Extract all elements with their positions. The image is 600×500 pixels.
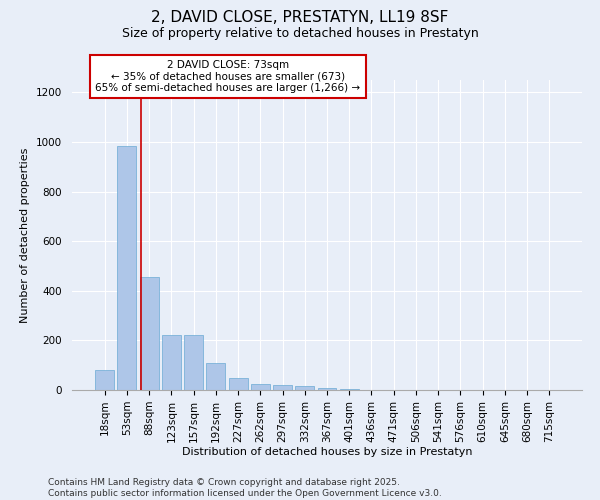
Bar [206,362,225,390]
Text: Size of property relative to detached houses in Prestatyn: Size of property relative to detached ho… [122,28,478,40]
Bar [118,146,136,390]
X-axis label: Distribution of detached houses by size in Prestatyn: Distribution of detached houses by size … [182,448,472,458]
Bar [317,388,337,390]
Bar [251,384,270,390]
Bar [229,378,248,390]
Bar [273,385,292,390]
Bar [340,389,359,390]
Text: Contains HM Land Registry data © Crown copyright and database right 2025.
Contai: Contains HM Land Registry data © Crown c… [48,478,442,498]
Text: 2 DAVID CLOSE: 73sqm
← 35% of detached houses are smaller (673)
65% of semi-deta: 2 DAVID CLOSE: 73sqm ← 35% of detached h… [95,60,361,93]
Bar [295,386,314,390]
Bar [95,370,114,390]
Text: 2, DAVID CLOSE, PRESTATYN, LL19 8SF: 2, DAVID CLOSE, PRESTATYN, LL19 8SF [151,10,449,25]
Bar [162,336,181,390]
Bar [140,277,158,390]
Bar [184,336,203,390]
Y-axis label: Number of detached properties: Number of detached properties [20,148,31,322]
